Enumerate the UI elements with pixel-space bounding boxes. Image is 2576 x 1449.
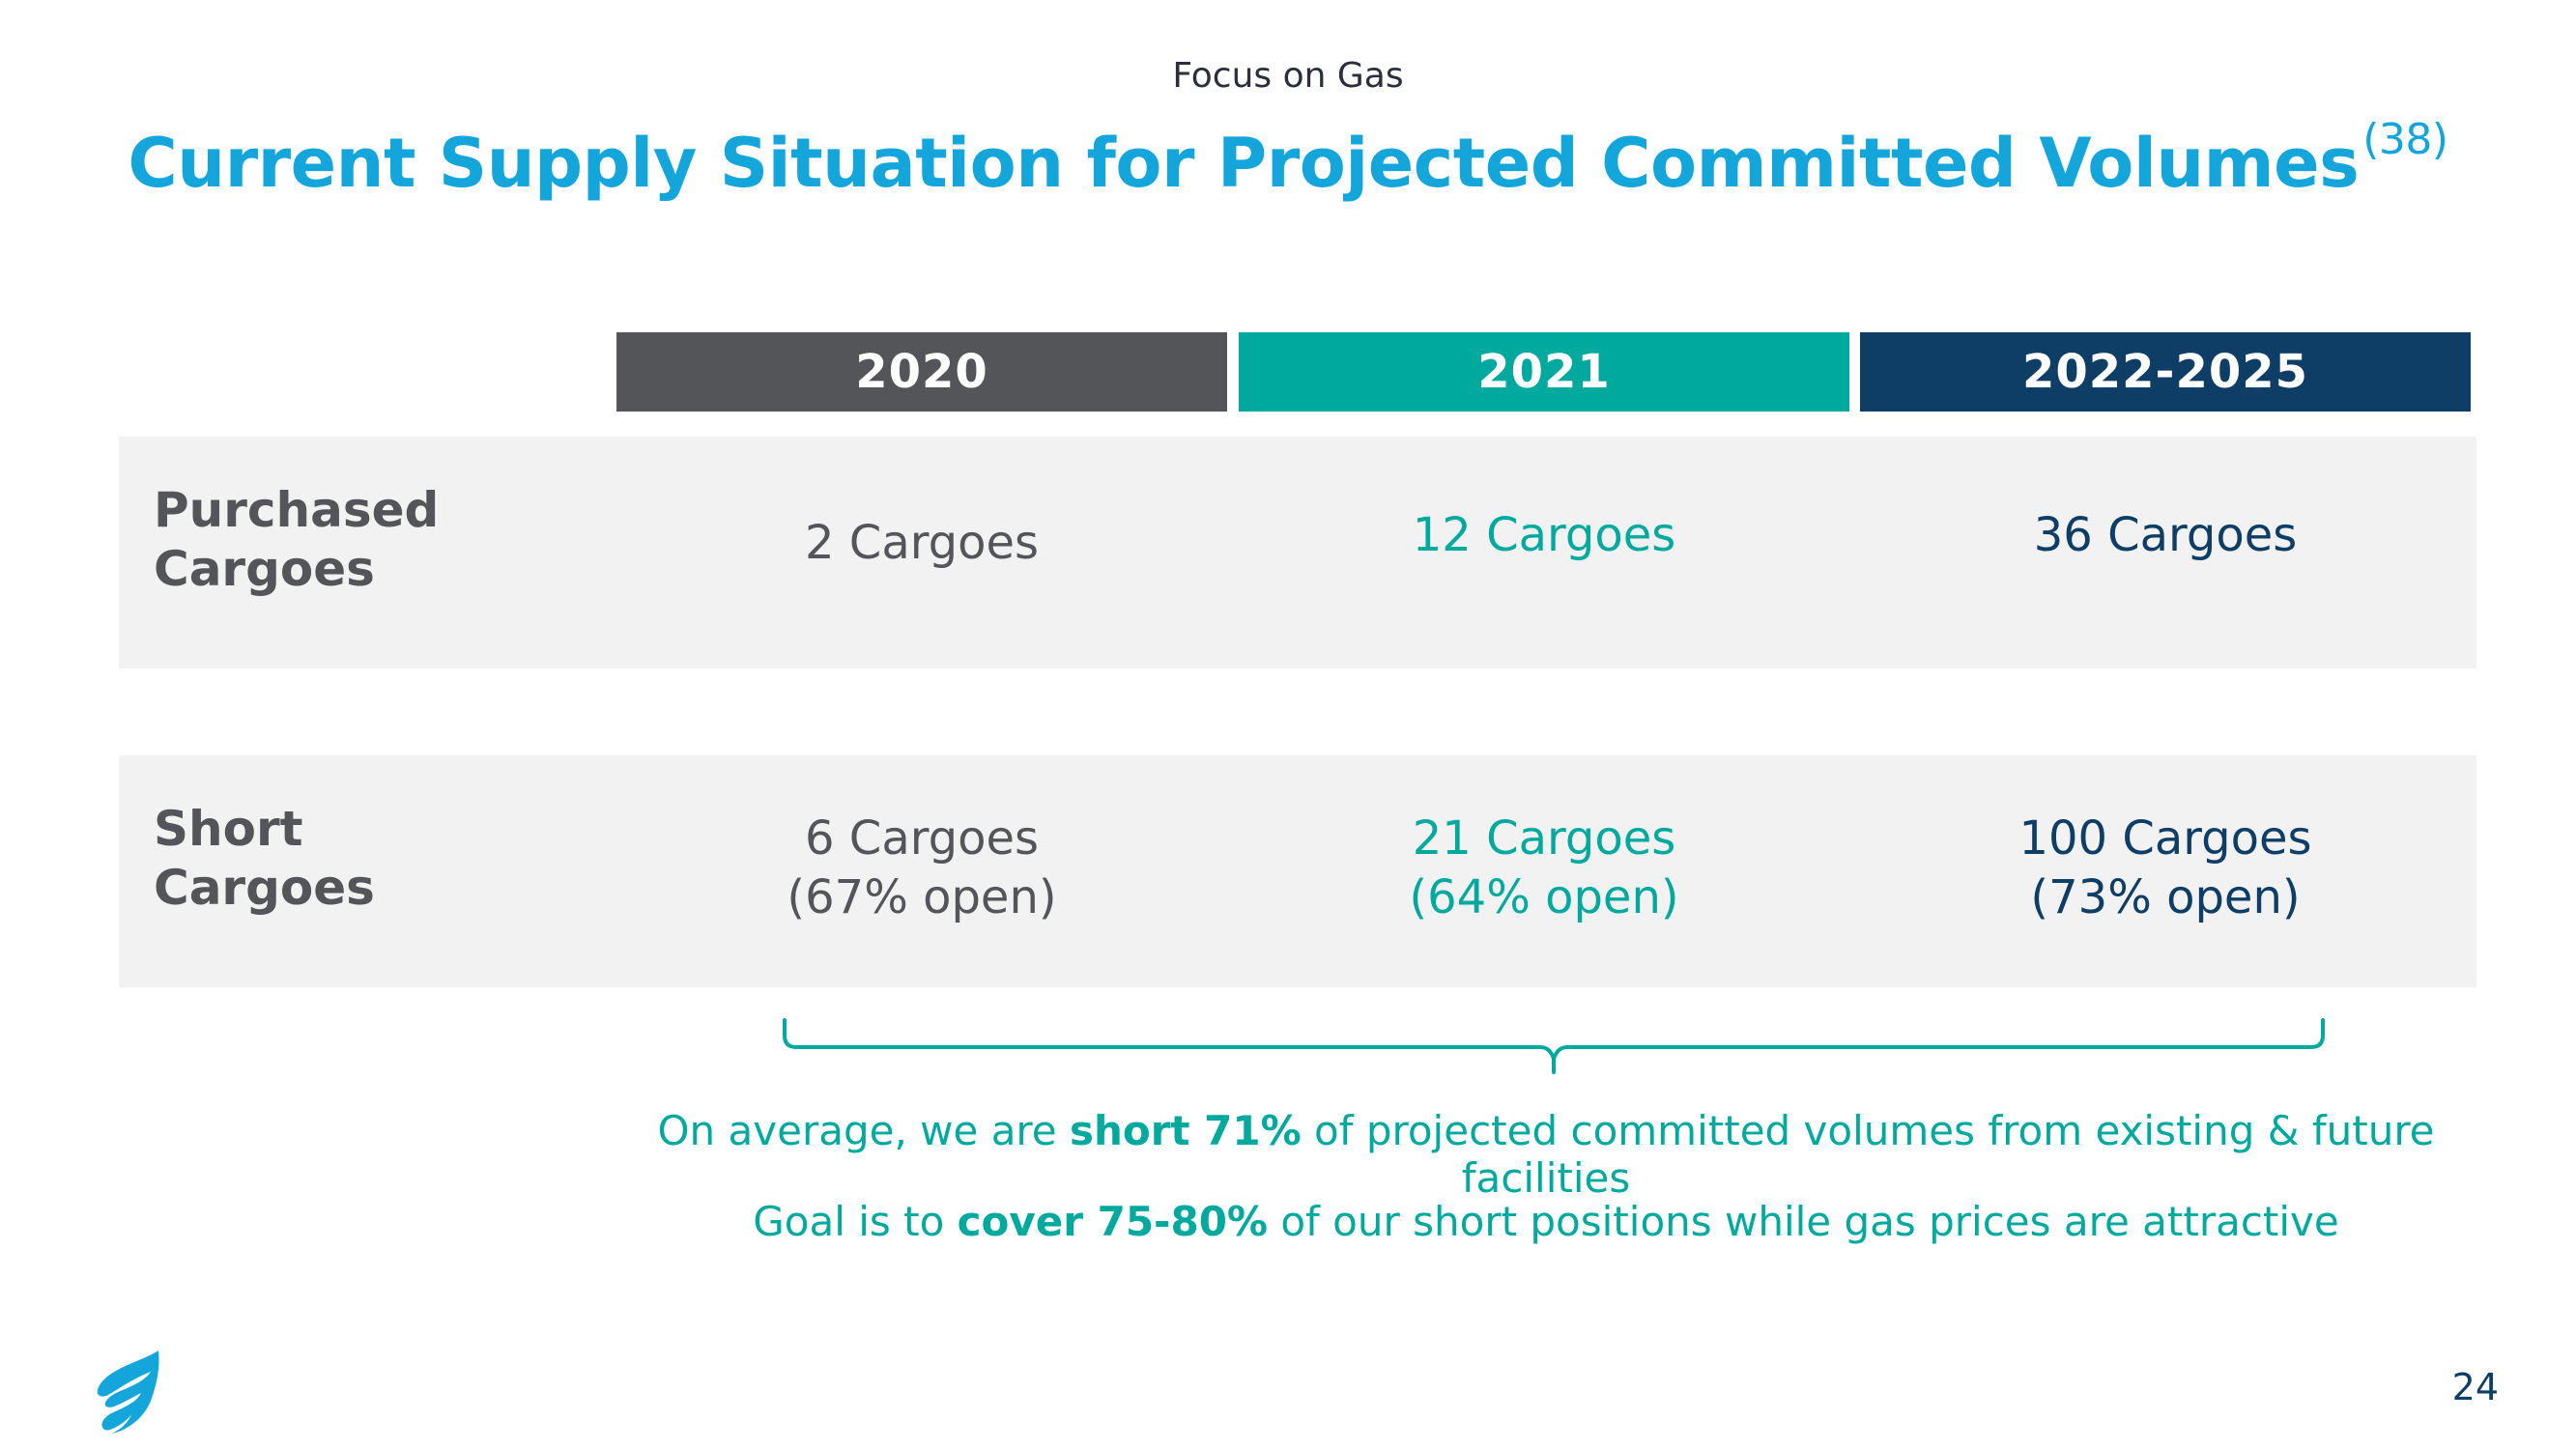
column-header-2022-2025: 2022-2025	[1860, 332, 2471, 412]
cell-purchased-2020: 2 Cargoes	[805, 516, 1039, 570]
flame-logo-icon	[97, 1350, 159, 1434]
note-1-pre: On average, we are	[657, 1107, 1070, 1154]
summary-note-short: On average, we are short 71% of projecte…	[618, 1107, 2474, 1202]
table-row-purchased: Purchased Cargoes 2 Cargoes 12 Cargoes 3…	[119, 437, 2476, 668]
note-1-post: of projected committed volumes from exis…	[1301, 1107, 2435, 1202]
column-header-2021: 2021	[1239, 332, 1849, 412]
column-header-2020: 2020	[616, 332, 1227, 412]
cell-short-2020: 6 Cargoes (67% open)	[787, 811, 1057, 924]
cell-short-2022-2025: 100 Cargoes (73% open)	[2018, 811, 2312, 924]
cell-purchased-2021: 12 Cargoes	[1412, 508, 1676, 562]
page-number: 24	[2451, 1366, 2499, 1408]
title-footnote: (38)	[2362, 115, 2448, 164]
row-label-purchased: Purchased Cargoes	[154, 482, 440, 597]
table-row-short: Short Cargoes 6 Cargoes (67% open) 21 Ca…	[119, 755, 2476, 987]
curly-brace-icon	[783, 1018, 2325, 1074]
summary-note-goal: Goal is to cover 75-80% of our short pos…	[618, 1198, 2474, 1245]
row-label-short: Short Cargoes	[154, 801, 375, 916]
cell-short-2021: 21 Cargoes (64% open)	[1409, 811, 1679, 924]
page-title: Current Supply Situation for Projected C…	[0, 119, 2576, 204]
note-2-pre: Goal is to	[753, 1198, 958, 1245]
note-1-bold: short 71%	[1069, 1107, 1302, 1154]
cell-purchased-2022-2025: 36 Cargoes	[2033, 508, 2298, 562]
slide-kicker: Focus on Gas	[1172, 56, 1404, 96]
title-text: Current Supply Situation for Projected C…	[128, 124, 2360, 203]
note-2-post: of our short positions while gas prices …	[1268, 1198, 2339, 1245]
note-2-bold: cover 75-80%	[957, 1198, 1268, 1245]
